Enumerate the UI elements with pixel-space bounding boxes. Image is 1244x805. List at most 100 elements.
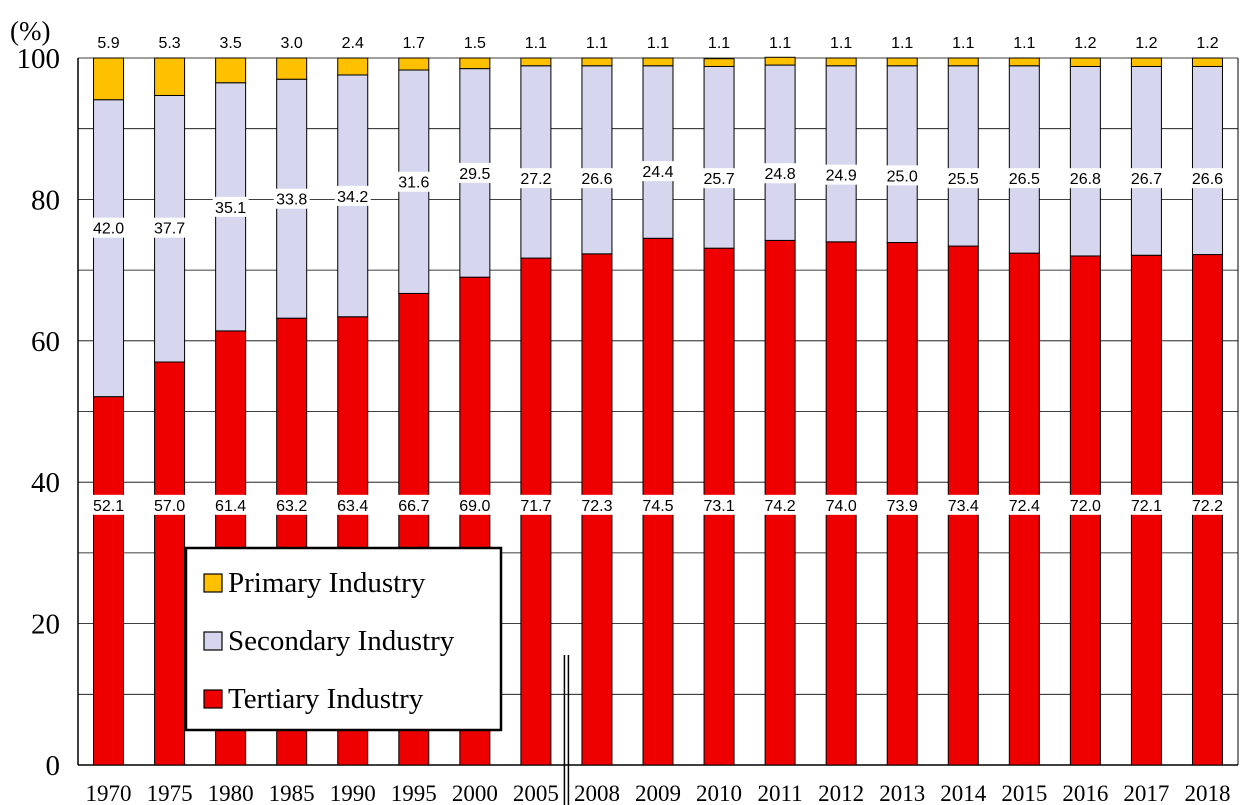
data-label-bg <box>1189 168 1226 189</box>
bar-primary-industry <box>581 57 613 67</box>
bar-secondary-industry <box>1069 65 1101 257</box>
x-tick-label: 2009 <box>635 781 681 805</box>
bar-primary-industry <box>398 57 430 71</box>
data-label-bg <box>212 494 249 515</box>
bar-tertiary-industry <box>93 396 125 766</box>
data-label: 25.7 <box>703 171 734 188</box>
data-label: 74.5 <box>642 498 673 515</box>
x-tick-label: 2011 <box>758 781 803 805</box>
data-label-bg <box>884 165 921 186</box>
data-label: 42.0 <box>93 221 124 238</box>
data-label: 24.4 <box>642 164 673 181</box>
data-label: 26.6 <box>1192 171 1223 188</box>
legend-label: Primary Industry <box>228 567 426 599</box>
x-tick-label: 2017 <box>1123 781 1169 805</box>
data-label-bg <box>273 494 310 515</box>
data-labels: 52.1 42.0 5.9 57.0 37.7 5.3 61.4 35.1 3.5 63.2 33.… <box>90 35 1226 515</box>
legend-swatch <box>203 573 223 593</box>
data-label: 71.7 <box>520 498 551 515</box>
x-tick-label: 2015 <box>1001 781 1047 805</box>
data-label-bg <box>884 494 921 515</box>
y-tick-label: 100 <box>17 43 61 75</box>
data-label-bg <box>395 171 432 192</box>
data-label: 72.4 <box>1009 498 1040 515</box>
data-label: 72.1 <box>1131 498 1162 515</box>
data-label-bg <box>273 188 310 209</box>
data-label: 5.3 <box>158 35 180 52</box>
data-label: 1.7 <box>403 35 425 52</box>
bar-primary-industry <box>1069 57 1101 67</box>
bar-secondary-industry <box>886 65 918 244</box>
x-tick-label: 2005 <box>513 781 559 805</box>
bar-secondary-industry <box>1130 65 1162 256</box>
data-label-bg <box>578 168 615 189</box>
data-label: 27.2 <box>520 171 551 188</box>
bar-primary-industry <box>1008 57 1040 67</box>
data-label-bg <box>823 494 860 515</box>
x-tick-label: 1980 <box>208 781 254 805</box>
data-label: 3.5 <box>220 35 242 52</box>
y-tick-label: 20 <box>31 609 60 641</box>
data-label: 1.5 <box>464 35 486 52</box>
data-label-bg <box>1006 168 1043 189</box>
data-label: 63.2 <box>276 498 307 515</box>
data-label: 1.2 <box>1074 35 1096 52</box>
legend: Primary Industry Secondary Industry Tertia… <box>184 546 503 732</box>
bar-primary-industry <box>93 57 125 101</box>
data-label-bg <box>334 185 371 206</box>
data-label: 74.2 <box>765 498 796 515</box>
x-tick-label: 1990 <box>330 781 376 805</box>
data-label: 1.1 <box>769 35 791 52</box>
data-label-bg <box>90 494 127 515</box>
data-label: 31.6 <box>398 175 429 192</box>
bar-primary-industry <box>1130 57 1162 67</box>
data-label-bg <box>823 164 860 185</box>
data-label: 1.2 <box>1135 35 1157 52</box>
x-axis: 1970 1975 1980 1985 1990 1995 2000 2005 2008 2009… <box>86 655 1230 805</box>
bar-secondary-industry <box>520 65 552 259</box>
data-label: 37.7 <box>154 221 185 238</box>
legend-label: Tertiary Industry <box>228 683 424 715</box>
data-label-bg <box>1067 494 1104 515</box>
data-label-bg <box>701 168 738 189</box>
data-label-bg <box>640 161 676 182</box>
bar-primary-industry <box>337 57 369 76</box>
x-tick-label: 1995 <box>391 781 437 805</box>
x-tick-label: 2014 <box>940 781 987 805</box>
data-label-bg <box>945 494 982 515</box>
data-label: 1.1 <box>830 35 852 52</box>
bar-tertiary-industry <box>154 361 186 766</box>
data-label: 66.7 <box>398 498 429 515</box>
data-label-bg <box>762 163 799 184</box>
x-tick-label: 2018 <box>1184 781 1230 805</box>
data-label: 72.0 <box>1070 498 1101 515</box>
x-tick-label: 1985 <box>269 781 315 805</box>
legend-swatch <box>203 631 223 651</box>
x-tick-label: 2008 <box>574 781 620 805</box>
data-label-bg <box>1006 494 1043 515</box>
data-label: 72.2 <box>1192 498 1223 515</box>
x-tick-label: 1970 <box>86 781 132 805</box>
data-label: 26.8 <box>1070 171 1101 188</box>
data-label: 73.1 <box>703 498 734 515</box>
data-label-bg <box>151 494 188 515</box>
data-label: 69.0 <box>459 498 490 515</box>
data-label-bg <box>762 494 799 515</box>
data-label: 26.7 <box>1131 171 1162 188</box>
bar-primary-industry <box>459 57 491 70</box>
data-label: 35.1 <box>215 200 246 217</box>
bar-secondary-industry <box>1191 65 1223 256</box>
data-label-bg <box>1067 168 1104 189</box>
bar-secondary-industry <box>93 99 125 398</box>
data-label: 2.4 <box>342 35 364 52</box>
data-label: 1.1 <box>708 35 730 52</box>
bar-primary-industry <box>154 57 186 96</box>
data-label: 1.1 <box>891 35 913 52</box>
data-label: 1.1 <box>647 35 669 52</box>
data-label-bg <box>151 217 188 238</box>
data-label-bg <box>1128 168 1165 189</box>
x-tick-label: 2016 <box>1062 781 1108 805</box>
data-label-bg <box>212 196 249 217</box>
legend-label: Secondary Industry <box>228 625 455 657</box>
bar-primary-industry <box>886 57 918 67</box>
